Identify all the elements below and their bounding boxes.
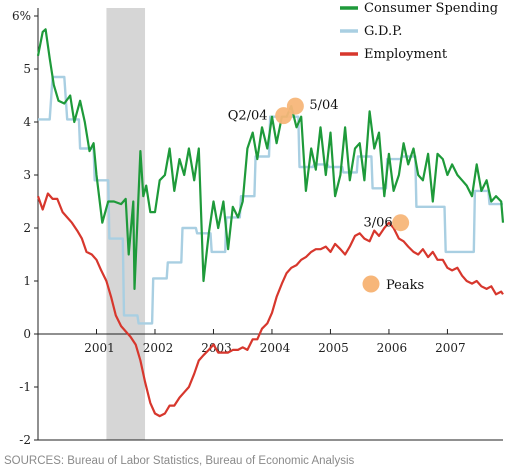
- peak-label: 5/04: [309, 98, 338, 113]
- peak-legend-label: Peaks: [386, 278, 424, 293]
- series-lines: [36, 28, 505, 418]
- x-tick-label: 2005: [318, 341, 349, 355]
- x-tick-label: 2004: [260, 341, 291, 355]
- y-tick-label: 2: [23, 221, 31, 235]
- legend-label: Employment: [364, 47, 448, 62]
- employment-line: [36, 192, 504, 418]
- y-tick-label: 1: [23, 274, 31, 288]
- legend-label: Consumer Spending: [364, 1, 498, 16]
- peak-label: 3/06: [363, 216, 392, 231]
- y-tick-label: 3: [23, 168, 31, 182]
- x-tick-label: 2002: [143, 341, 174, 355]
- y-tick-label: -2: [19, 433, 31, 447]
- peak-label: Q2/04: [228, 109, 268, 124]
- y-tick-label: 0: [23, 327, 31, 341]
- y-tick-label: 5: [23, 62, 31, 76]
- y-axis-ticks: 6% 5 4 3 2 1 0 -1 -2: [12, 9, 38, 447]
- source-note: SOURCES: Bureau of Labor Statistics, Bur…: [4, 455, 355, 467]
- peak-markers: Q2/04 5/04 3/06 Peaks: [228, 97, 424, 293]
- peak-marker: [392, 214, 410, 232]
- y-tick-label: 4: [23, 115, 31, 129]
- axes: [37, 8, 503, 441]
- y-tick-label: 6%: [12, 9, 31, 23]
- legend-label: G.D.P.: [364, 24, 402, 39]
- x-axis-ticks: 2001 2002 2003 2004 2005 2006 2007: [84, 329, 466, 355]
- peak-legend-marker: [362, 275, 380, 293]
- consumer-spending-line: [36, 28, 505, 290]
- x-tick-label: 2006: [377, 341, 408, 355]
- x-tick-label: 2007: [435, 341, 466, 355]
- y-tick-label: -1: [19, 380, 31, 394]
- recession-band: [106, 8, 146, 440]
- legend: Consumer Spending G.D.P. Employment: [340, 1, 498, 62]
- peak-marker: [286, 97, 304, 115]
- peak-marker: [275, 107, 293, 125]
- x-tick-label: 2001: [84, 341, 115, 355]
